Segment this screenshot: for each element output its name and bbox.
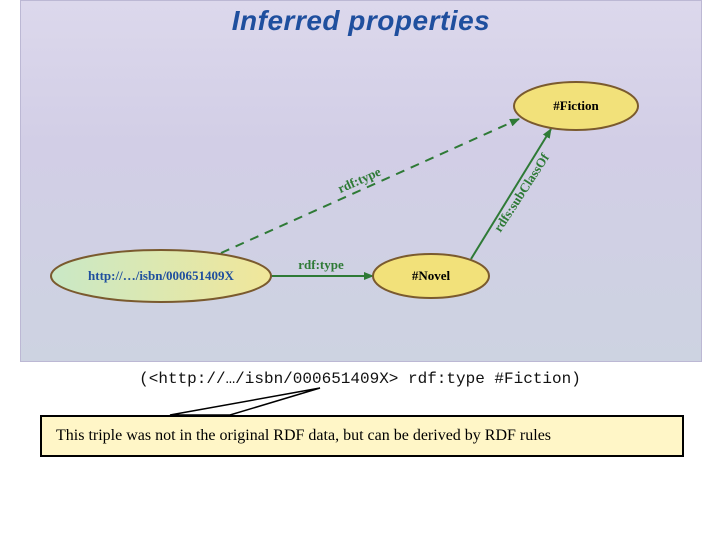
node-label-novel: #Novel bbox=[412, 268, 451, 283]
edge-label-isbn-novel: rdf:type bbox=[298, 257, 344, 272]
callout-text: This triple was not in the original RDF … bbox=[56, 427, 551, 444]
slide: Inferred properties rdf:type rdf:type rd… bbox=[0, 0, 720, 540]
graph-svg: rdf:type rdf:type rdfs:subClassOf http:/… bbox=[21, 1, 701, 361]
node-label-fiction: #Fiction bbox=[553, 98, 599, 113]
callout-box: This triple was not in the original RDF … bbox=[40, 415, 684, 457]
edge-isbn-fiction bbox=[221, 119, 519, 253]
node-label-isbn: http://…/isbn/000651409X bbox=[88, 268, 235, 283]
inferred-triple-text: (<http://…/isbn/000651409X> rdf:type #Fi… bbox=[0, 370, 720, 388]
edge-label-novel-fiction: rdfs:subClassOf bbox=[490, 150, 552, 234]
diagram-panel: Inferred properties rdf:type rdf:type rd… bbox=[20, 0, 702, 362]
